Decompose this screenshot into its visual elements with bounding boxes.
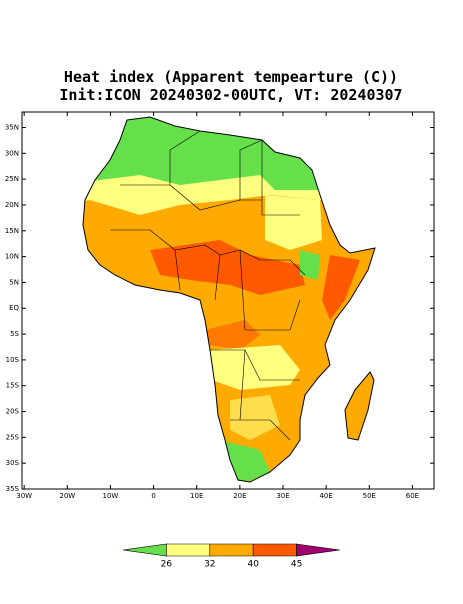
- lon-label: 10E: [190, 492, 203, 500]
- madagascar: [344, 371, 375, 441]
- colorbar-segment: [209, 543, 254, 557]
- lat-label: 30N: [5, 149, 19, 157]
- lon-label: 0: [151, 492, 155, 500]
- lat-label: 25S: [6, 433, 20, 441]
- lat-label: 30S: [6, 459, 20, 467]
- lon-label: 40E: [319, 492, 332, 500]
- lon-label: 60E: [406, 492, 419, 500]
- colorbar-segment: [252, 543, 297, 557]
- lat-label: 15S: [6, 382, 20, 390]
- colorbar-segment: [166, 543, 211, 557]
- lat-label: 25N: [5, 175, 19, 183]
- lat-label: EQ: [9, 304, 19, 312]
- lon-label: 20W: [59, 492, 75, 500]
- colorbar-segment: [296, 543, 341, 557]
- colorbar-label: 45: [291, 560, 302, 570]
- lon-label: 20E: [233, 492, 246, 500]
- lat-label: 15N: [5, 227, 19, 235]
- lat-label: 10N: [5, 253, 19, 261]
- lat-label: 5N: [9, 278, 19, 286]
- lat-label: 20S: [6, 408, 20, 416]
- lat-label: 10S: [6, 356, 20, 364]
- colorbar-label: 26: [161, 560, 173, 570]
- title-line: Init:ICON 20240302-00UTC, VT: 20240307: [59, 86, 402, 104]
- title-line: Heat index (Apparent tempearture (C)): [64, 68, 398, 86]
- colorbar-label: 32: [204, 560, 215, 570]
- coastline: [82, 116, 376, 483]
- colorbar-segment: [122, 543, 167, 557]
- borders: [110, 130, 306, 441]
- lat-label: 5S: [10, 330, 19, 338]
- lon-label: 30W: [16, 492, 32, 500]
- lat-label: 35S: [6, 485, 20, 493]
- lon-label: 10W: [103, 492, 119, 500]
- lon-label: 30E: [276, 492, 289, 500]
- colorbar-label: 40: [247, 560, 259, 570]
- lon-label: 50E: [363, 492, 376, 500]
- lat-label: 20N: [5, 201, 19, 209]
- lat-label: 35N: [5, 123, 19, 131]
